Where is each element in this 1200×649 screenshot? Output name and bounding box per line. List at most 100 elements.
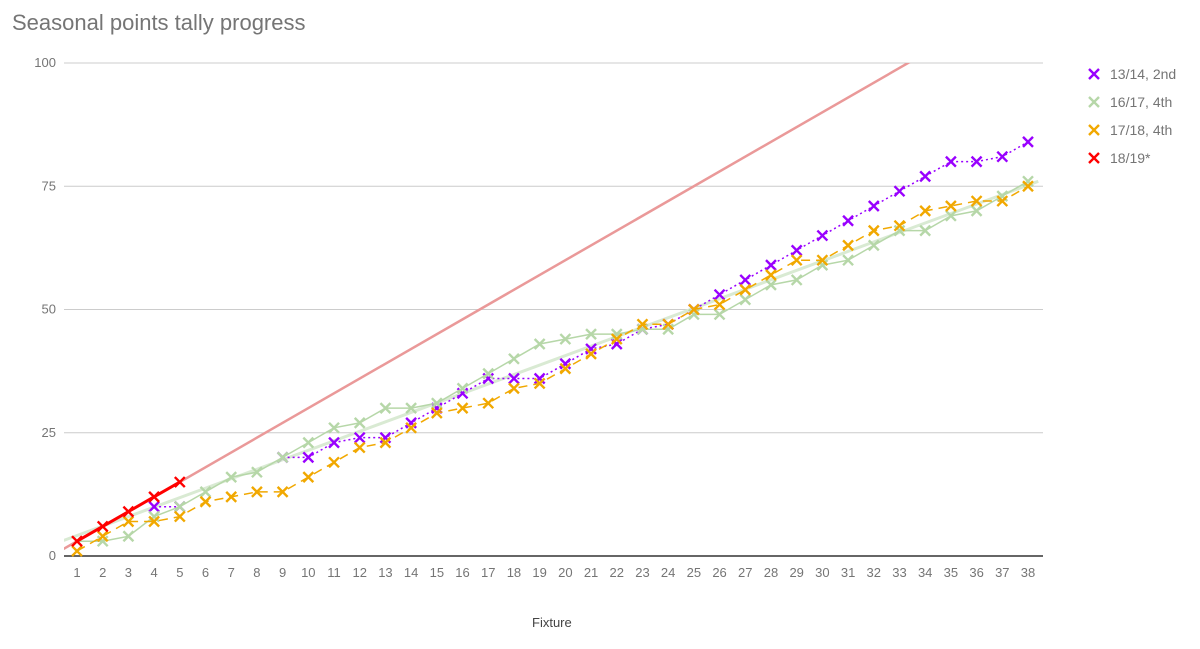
data-point-marker xyxy=(585,348,597,360)
series-18-19- xyxy=(71,476,186,548)
data-point-marker xyxy=(456,402,469,414)
data-point-marker xyxy=(328,436,340,449)
data-point-marker xyxy=(996,190,1009,202)
series-line xyxy=(282,141,1029,459)
x-tick-label: 8 xyxy=(253,565,260,580)
x-tick-label: 19 xyxy=(532,565,546,580)
data-point-marker xyxy=(508,382,520,395)
x-tick-label: 21 xyxy=(584,565,598,580)
data-point-marker xyxy=(302,471,315,483)
data-point-marker xyxy=(276,451,289,464)
data-point-marker xyxy=(173,510,186,523)
y-tick-label: 0 xyxy=(49,548,56,563)
data-point-marker xyxy=(662,318,675,331)
legend-item[interactable]: 18/19* xyxy=(1088,144,1176,172)
data-point-marker xyxy=(765,259,777,271)
data-point-marker xyxy=(456,382,469,395)
x-tick-label: 6 xyxy=(202,565,209,580)
data-point-marker xyxy=(1022,136,1034,148)
data-point-marker xyxy=(790,244,803,257)
series-17-18-4th xyxy=(71,180,1034,557)
data-point-marker xyxy=(688,303,700,316)
cross-marker-icon xyxy=(1088,68,1100,80)
data-point-marker xyxy=(893,185,906,198)
x-tick-label: 22 xyxy=(610,565,624,580)
data-point-marker xyxy=(867,200,880,212)
x-tick-label: 11 xyxy=(327,565,341,580)
x-tick-label: 33 xyxy=(892,565,906,580)
data-point-marker xyxy=(816,229,829,242)
max-pace-trendline xyxy=(64,63,911,551)
data-point-marker xyxy=(842,254,854,267)
data-point-marker xyxy=(533,372,546,385)
data-point-marker xyxy=(96,535,109,548)
data-point-marker xyxy=(713,298,726,311)
data-point-marker xyxy=(302,436,315,449)
data-point-marker xyxy=(662,323,675,336)
data-point-marker xyxy=(996,150,1009,163)
data-point-marker xyxy=(739,274,752,286)
x-tick-label: 26 xyxy=(712,565,726,580)
data-point-marker xyxy=(405,421,417,434)
legend-label: 13/14, 2nd xyxy=(1110,66,1177,82)
x-tick-label: 29 xyxy=(789,565,803,580)
data-point-marker xyxy=(688,308,700,321)
x-tick-label: 34 xyxy=(918,565,932,580)
data-point-marker xyxy=(919,224,932,237)
data-point-marker xyxy=(842,239,854,252)
x-tick-label: 20 xyxy=(558,565,572,580)
data-point-marker xyxy=(816,259,829,271)
data-point-marker xyxy=(970,195,983,207)
data-point-marker xyxy=(379,431,392,444)
data-point-marker xyxy=(636,323,649,336)
x-tick-label: 3 xyxy=(125,565,132,580)
legend-item[interactable]: 13/14, 2nd xyxy=(1088,60,1176,88)
data-point-marker xyxy=(636,318,649,331)
x-tick-label: 28 xyxy=(764,565,778,580)
x-tick-label: 32 xyxy=(867,565,881,580)
legend: 13/14, 2nd 16/17, 4th 17/18, 4th 18/19* xyxy=(1088,60,1176,172)
legend-item[interactable]: 17/18, 4th xyxy=(1088,116,1176,144)
legend-item[interactable]: 16/17, 4th xyxy=(1088,88,1176,116)
x-tick-label: 35 xyxy=(944,565,958,580)
data-point-marker xyxy=(739,283,752,296)
data-point-marker xyxy=(173,476,186,488)
data-point-marker xyxy=(533,377,546,390)
data-point-marker xyxy=(1022,180,1034,193)
data-point-marker xyxy=(559,362,572,375)
y-tick-label: 50 xyxy=(42,302,56,317)
x-tick-label: 1 xyxy=(73,565,80,580)
data-point-marker xyxy=(790,274,803,286)
x-tick-label: 2 xyxy=(99,565,106,580)
data-point-marker xyxy=(585,343,597,355)
data-point-marker xyxy=(199,495,212,508)
data-point-marker xyxy=(251,466,263,479)
chart-title: Seasonal points tally progress xyxy=(12,10,306,35)
data-point-marker xyxy=(328,421,340,434)
y-tick-label: 75 xyxy=(42,178,56,193)
x-tick-label: 27 xyxy=(738,565,752,580)
y-tick-label: 25 xyxy=(42,425,56,440)
legend-label: 18/19* xyxy=(1110,150,1151,166)
x-tick-label: 36 xyxy=(969,565,983,580)
data-point-marker xyxy=(353,417,366,429)
data-point-marker xyxy=(353,441,366,454)
data-point-marker xyxy=(919,205,932,217)
data-point-marker xyxy=(225,471,238,483)
x-tick-label: 5 xyxy=(176,565,183,580)
data-point-marker xyxy=(122,505,135,518)
data-point-marker xyxy=(996,195,1009,207)
y-tick-label: 100 xyxy=(34,55,56,70)
x-tick-label: 15 xyxy=(430,565,444,580)
x-tick-label: 30 xyxy=(815,565,829,580)
x-tick-label: 9 xyxy=(279,565,286,580)
data-point-marker xyxy=(919,170,932,183)
x-tick-label: 7 xyxy=(228,565,235,580)
data-point-marker xyxy=(559,357,572,370)
x-tick-label: 37 xyxy=(995,565,1009,580)
data-point-marker xyxy=(148,515,160,528)
data-point-marker xyxy=(405,402,417,414)
data-point-marker xyxy=(405,417,417,429)
data-point-marker xyxy=(302,451,315,464)
data-point-marker xyxy=(790,254,803,267)
